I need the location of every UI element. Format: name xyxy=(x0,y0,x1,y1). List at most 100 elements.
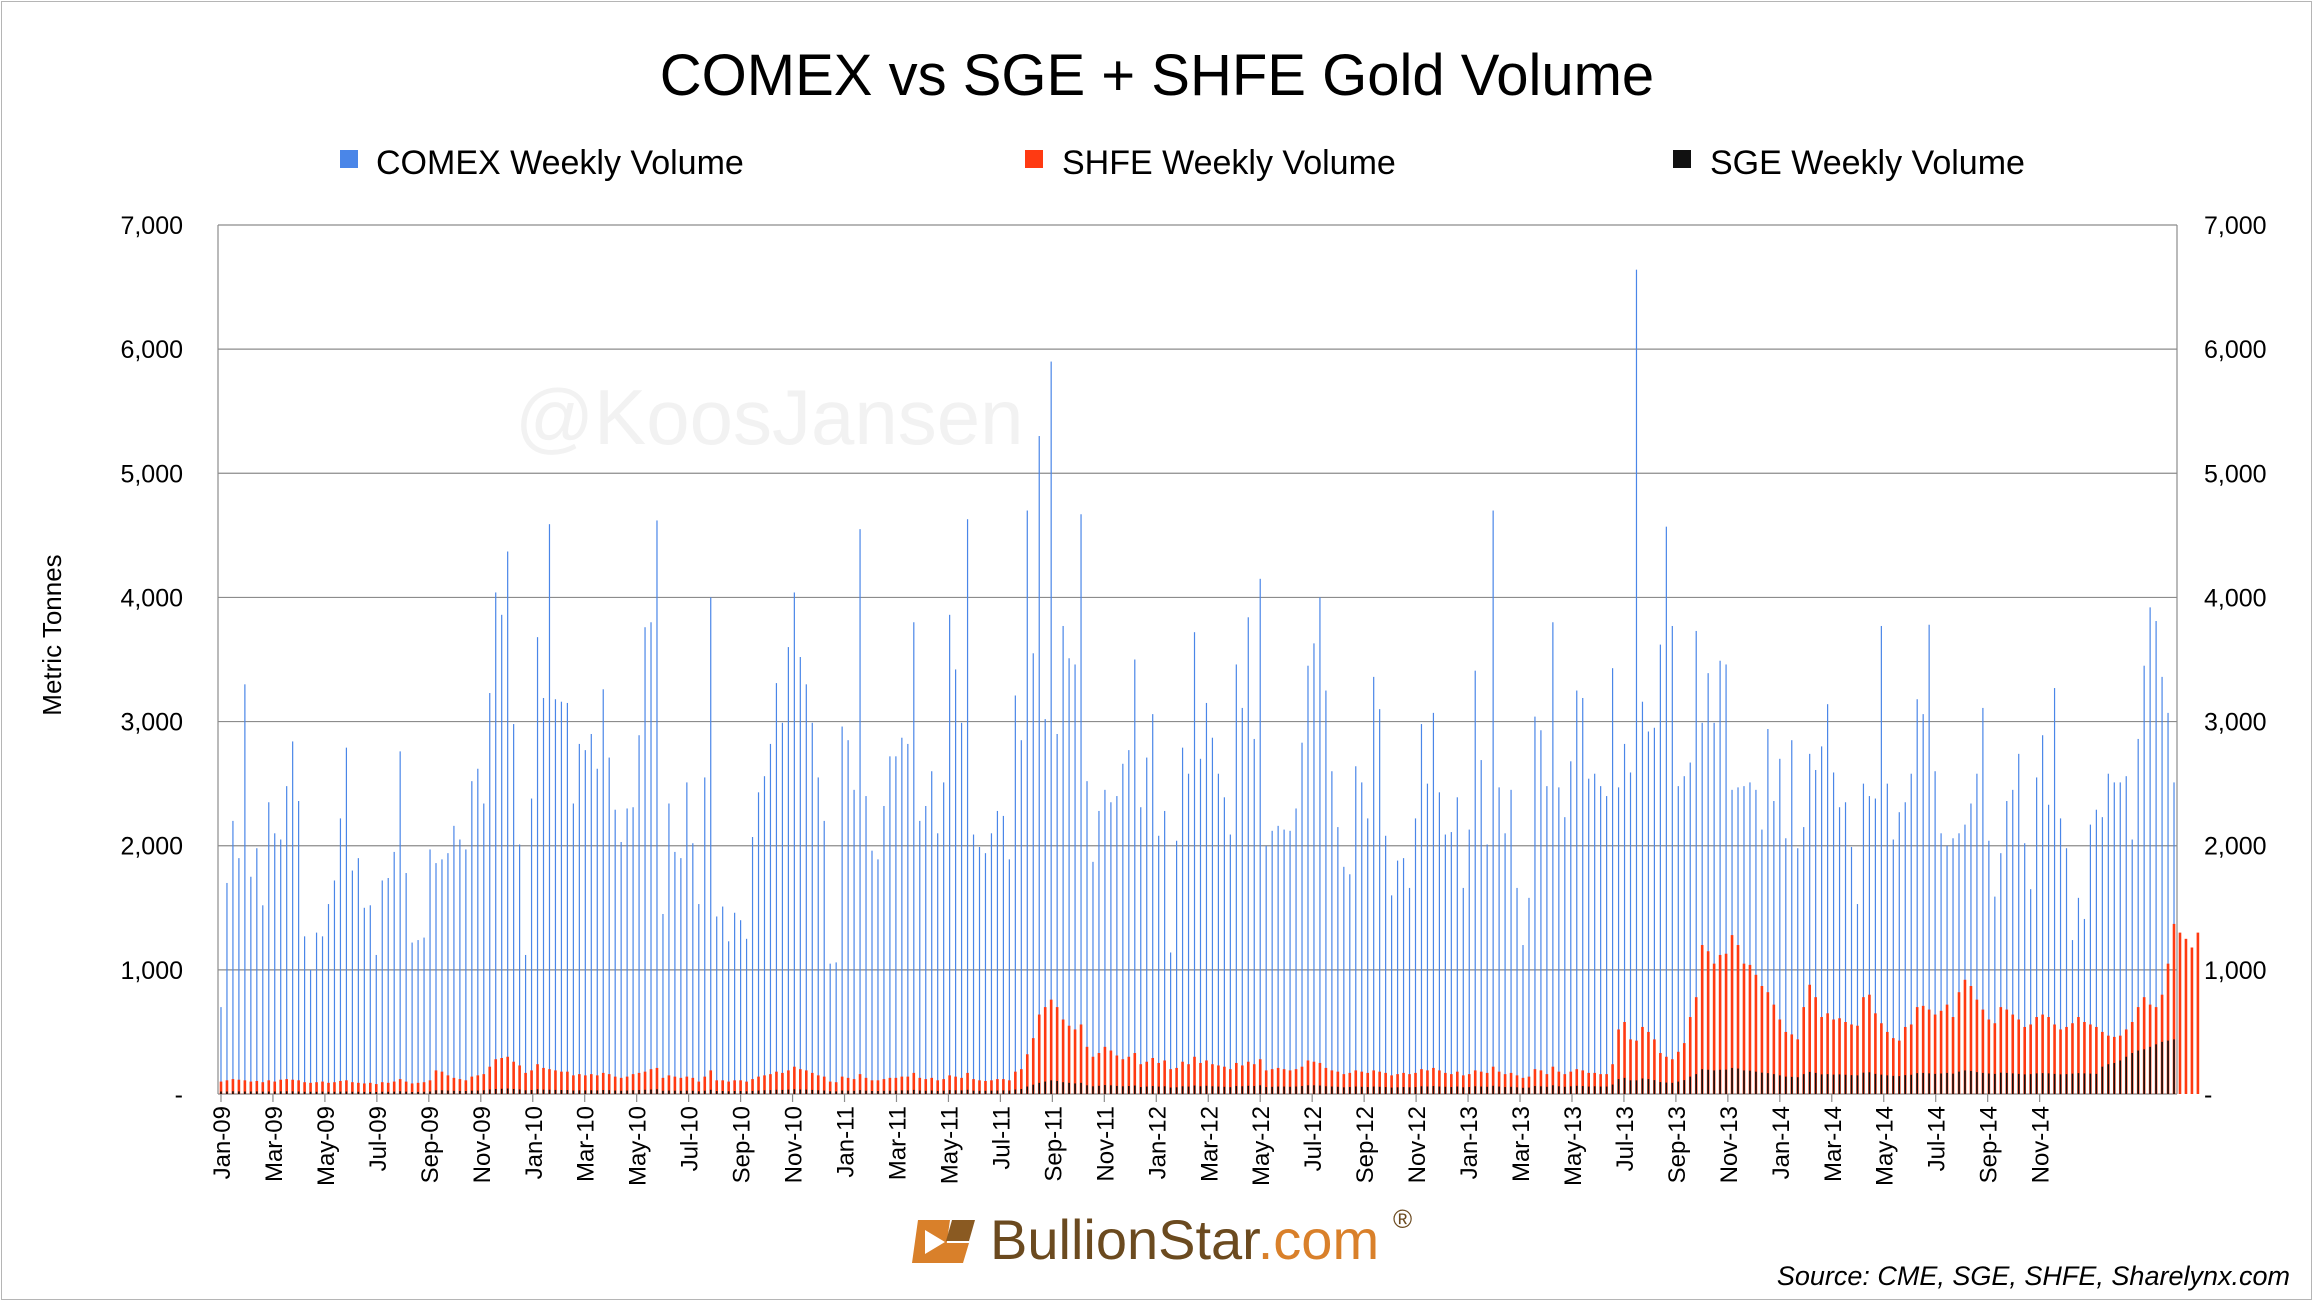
sge-bar xyxy=(823,1090,826,1094)
sge-bar xyxy=(1773,1074,1775,1094)
comex-bar xyxy=(1414,818,1417,1094)
comex-bar xyxy=(483,803,485,1094)
comex-bar xyxy=(1152,714,1154,1094)
comex-bar xyxy=(1570,761,1572,1094)
shfe-bar xyxy=(1808,984,1811,1094)
comex-bar xyxy=(1958,833,1960,1094)
sge-bar xyxy=(1253,1086,1256,1094)
sge-bar xyxy=(1163,1086,1166,1094)
shfe-bar xyxy=(1366,1072,1370,1094)
sge-bar xyxy=(614,1090,616,1094)
sge-bar xyxy=(1988,1073,1990,1094)
x-tick-label: Mar-11 xyxy=(885,1106,912,1180)
shfe-bar xyxy=(1796,1039,1800,1094)
comex-bar xyxy=(1922,714,1924,1094)
shfe-bar xyxy=(1515,1075,1519,1094)
sge-bar xyxy=(393,1091,395,1094)
comex-bar xyxy=(728,941,730,1094)
comex-bar xyxy=(453,825,455,1094)
shfe-bar xyxy=(793,1066,796,1094)
sge-bar xyxy=(1898,1076,1901,1094)
sge-bar xyxy=(1928,1073,1930,1094)
comex-bar xyxy=(1504,833,1506,1094)
comex-bar xyxy=(1880,625,1882,1094)
comex-bar xyxy=(805,684,807,1094)
comex-bar xyxy=(1647,731,1650,1094)
shfe-bar xyxy=(1115,1055,1119,1094)
shfe-bar xyxy=(828,1081,832,1094)
sge-bar xyxy=(2077,1073,2080,1094)
sge-bar xyxy=(727,1091,730,1094)
shfe-bar xyxy=(1444,1072,1447,1094)
shfe-bar xyxy=(1802,1007,1806,1094)
comex-bar xyxy=(2137,738,2139,1094)
comex-bar xyxy=(1432,712,1435,1094)
shfe-bar xyxy=(810,1072,814,1094)
comex-bar xyxy=(674,851,676,1094)
sge-bar xyxy=(1098,1085,1100,1094)
shfe-bar xyxy=(518,1065,521,1094)
comex-bar xyxy=(244,684,246,1094)
shfe-bar xyxy=(1868,994,1871,1094)
comex-bar xyxy=(907,743,909,1094)
sge-bar xyxy=(339,1091,342,1094)
sge-bar xyxy=(638,1090,640,1094)
series-sge xyxy=(220,1039,2175,1094)
sge-bar xyxy=(1952,1073,1954,1094)
shfe-bar xyxy=(1306,1060,1310,1094)
shfe-bar xyxy=(805,1070,808,1094)
shfe-bar xyxy=(261,1082,265,1094)
comex-bar xyxy=(1910,773,1912,1094)
comex-bar xyxy=(1283,829,1285,1094)
y-tick-label-left: 7,000 xyxy=(120,212,183,240)
sge-bar xyxy=(620,1090,622,1094)
comex-bar xyxy=(1492,510,1494,1094)
shfe-bar xyxy=(709,1070,713,1094)
sge-bar xyxy=(1151,1086,1154,1094)
shfe-bar xyxy=(1587,1072,1590,1094)
shfe-bar xyxy=(679,1077,683,1094)
comex-bar xyxy=(2095,809,2097,1094)
sge-bar xyxy=(859,1090,861,1094)
shfe-bar xyxy=(1139,1064,1143,1094)
shfe-bar xyxy=(1850,1024,1853,1094)
sge-bar xyxy=(644,1089,646,1094)
comex-bar xyxy=(2101,817,2103,1094)
comex-bar xyxy=(1510,789,1512,1094)
shfe-bar xyxy=(1372,1070,1375,1094)
comex-bar xyxy=(1170,952,1172,1094)
sge-bar xyxy=(1546,1086,1548,1094)
comex-bar xyxy=(1659,644,1661,1094)
comex-bar xyxy=(327,904,330,1094)
shfe-bar xyxy=(1091,1056,1095,1094)
sge-bar xyxy=(1402,1087,1405,1094)
shfe-bar xyxy=(1330,1070,1334,1094)
shfe-bar xyxy=(434,1070,438,1094)
comex-bar xyxy=(351,870,353,1094)
shfe-bar xyxy=(1097,1053,1101,1094)
shfe-bar xyxy=(661,1077,665,1094)
sge-bar xyxy=(1880,1074,1883,1094)
shfe-bar xyxy=(1300,1066,1304,1094)
comex-bar xyxy=(620,841,622,1094)
sge-bar xyxy=(1886,1075,1889,1094)
comex-bar xyxy=(1641,701,1644,1094)
comex-bar xyxy=(1600,786,1602,1094)
sge-bar xyxy=(913,1089,915,1094)
comex-bar xyxy=(1301,742,1303,1094)
comex-bar xyxy=(1373,676,1375,1094)
shfe-bar xyxy=(1682,1043,1686,1094)
sge-bar xyxy=(1946,1072,1948,1094)
shfe-bar xyxy=(536,1064,539,1094)
shfe-bar xyxy=(1157,1062,1160,1094)
x-tick-label: Jul-10 xyxy=(677,1106,704,1171)
sge-bar xyxy=(1133,1085,1136,1094)
shfe-bar xyxy=(219,1081,223,1094)
legend-label-sge: SGE Weekly Volume xyxy=(1710,144,2025,182)
shfe-bar xyxy=(440,1071,444,1094)
sge-bar xyxy=(1767,1073,1769,1094)
sge-bar xyxy=(1599,1086,1602,1094)
sge-bar xyxy=(375,1092,378,1094)
comex-bar xyxy=(1850,846,1853,1094)
sge-bar xyxy=(1020,1089,1023,1094)
